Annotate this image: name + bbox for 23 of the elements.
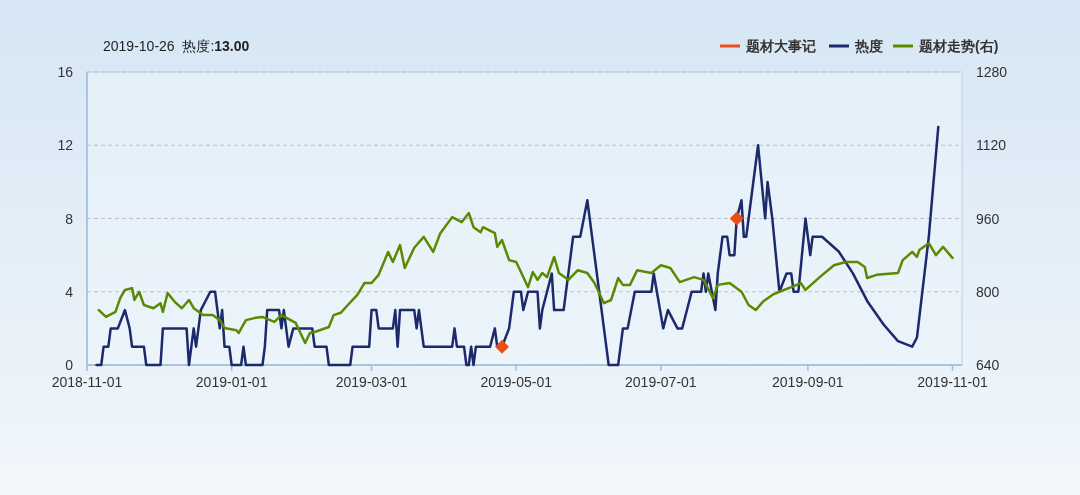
y2-tick-label: 640 (976, 357, 1000, 373)
y2-tick-label: 1120 (976, 137, 1007, 154)
legend-label: 题材走势(右) (918, 38, 999, 54)
legend-label: 题材大事记 (745, 38, 816, 54)
text: 2019-10-26 热度:13.00 (103, 38, 250, 54)
y-tick-label: 8 (65, 210, 74, 227)
y-tick-label: 4 (65, 283, 74, 300)
y-tick-label: 16 (57, 64, 74, 80)
x-tick-label: 2019-11-01 (917, 374, 989, 390)
x-tick-label: 2019-07-01 (625, 374, 697, 390)
line-series (95, 125, 940, 367)
y-tick-label: 12 (57, 137, 74, 154)
legend-label: 热度 (854, 38, 883, 54)
x-tick-label: 2019-03-01 (335, 374, 408, 390)
y2-tick-label: 800 (976, 283, 1000, 300)
x-tick-label: 2019-01-01 (195, 374, 268, 390)
y2-tick-label: 960 (976, 210, 1000, 227)
x-tick-label: 2019-09-01 (772, 374, 844, 390)
x-tick-label: 2019-05-01 (480, 374, 553, 390)
x-tick-label: 2018-11-01 (51, 374, 123, 390)
y2-tick-label: 1280 (976, 64, 1008, 80)
y-tick-label: 0 (65, 357, 74, 373)
line-series (97, 211, 954, 345)
